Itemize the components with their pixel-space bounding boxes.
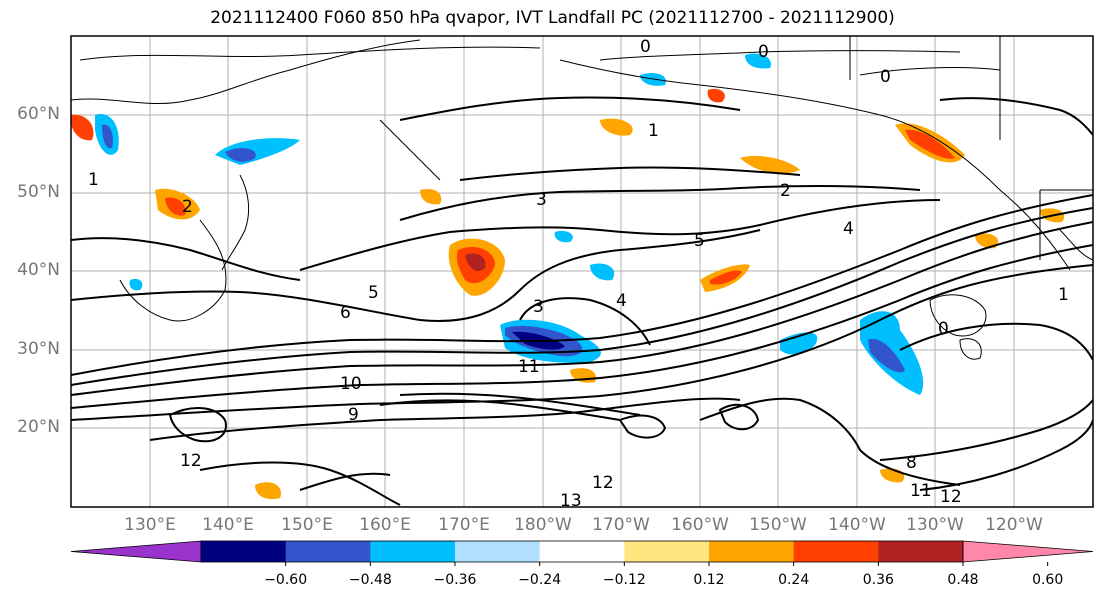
lon-label: 180°W xyxy=(514,515,572,535)
lat-label: 50°N xyxy=(17,182,60,202)
map-content: 0 0 0 1 1 2 2 3 3 4 4 5 5 6 8 9 10 11 11… xyxy=(71,36,1093,511)
contour-label: 3 xyxy=(536,190,547,210)
thin-contours xyxy=(79,46,1001,360)
lon-label: 130°E xyxy=(124,515,176,535)
map-title: 2021112400 F060 850 hPa qvapor, IVT Land… xyxy=(210,8,895,28)
colorbar-segment xyxy=(793,541,879,562)
contour-label: 4 xyxy=(616,291,627,311)
colorbar-tick-label: 0.48 xyxy=(947,572,979,588)
contour-label: 8 xyxy=(906,453,917,473)
colorbar-extend-max xyxy=(962,540,1094,563)
contour-label: 13 xyxy=(560,491,582,511)
contour-label: 12 xyxy=(180,451,202,471)
contour-label: 6 xyxy=(340,303,351,323)
colorbar-tick-label: −0.12 xyxy=(602,572,646,588)
lon-label: 160°W xyxy=(671,515,729,535)
contour-label: 0 xyxy=(880,67,891,87)
lon-label: 140°W xyxy=(828,515,886,535)
lon-label: 170°W xyxy=(592,515,650,535)
colorbar-segment xyxy=(624,541,710,562)
lon-label: 150°W xyxy=(749,515,807,535)
colorbar-tick-label: 0.24 xyxy=(778,572,810,588)
colorbar-tick-label: −0.48 xyxy=(348,572,392,588)
contour-label: 5 xyxy=(694,231,705,251)
ivt-contours xyxy=(71,96,1093,506)
colorbar-segment xyxy=(878,541,964,562)
colorbar-tick-label: 0.36 xyxy=(862,572,894,588)
colorbar-tick-label: 0.60 xyxy=(1032,572,1064,588)
contour-label: 0 xyxy=(758,42,769,62)
colorbar-segment xyxy=(370,541,456,562)
colorbar-tick-label: −0.36 xyxy=(433,572,477,588)
lon-label: 120°W xyxy=(985,515,1043,535)
lon-label: 160°E xyxy=(359,515,411,535)
coastlines xyxy=(71,36,1093,322)
contour-label: 3 xyxy=(533,297,544,317)
contour-label: 12 xyxy=(592,473,614,493)
lon-label: 130°W xyxy=(906,515,964,535)
lon-label: 170°E xyxy=(438,515,490,535)
contour-label: 2 xyxy=(780,181,791,201)
contour-label: 11 xyxy=(518,357,540,377)
colorbar-tick-label: −0.60 xyxy=(264,572,308,588)
contour-label: 1 xyxy=(88,170,99,190)
colorbar-segment xyxy=(539,541,625,562)
lon-label: 150°E xyxy=(281,515,333,535)
contour-label: 0 xyxy=(640,37,651,57)
contour-label: 9 xyxy=(348,405,359,425)
contour-label: 1 xyxy=(648,121,659,141)
map-frame xyxy=(70,35,1094,508)
contour-label: 12 xyxy=(940,487,962,507)
contour-label: 1 xyxy=(1058,285,1069,305)
colorbar-extend-min xyxy=(70,540,202,563)
lat-label: 20°N xyxy=(17,417,60,437)
graticule xyxy=(71,36,1093,507)
lat-label: 40°N xyxy=(17,260,60,280)
contour-label: 2 xyxy=(182,197,193,217)
colorbar xyxy=(70,540,1094,566)
contour-label: 11 xyxy=(910,481,932,501)
contour-label: 0 xyxy=(938,319,949,339)
contour-label: 10 xyxy=(340,374,362,394)
colorbar-segment xyxy=(709,541,795,562)
colorbar-segment xyxy=(285,541,371,562)
lon-label: 140°E xyxy=(202,515,254,535)
lat-label: 60°N xyxy=(17,104,60,124)
colorbar-tick-label: −0.24 xyxy=(518,572,562,588)
colorbar-segment xyxy=(201,541,287,562)
colorbar-tick-label: 0.12 xyxy=(693,572,725,588)
colorbar-outline xyxy=(200,540,964,563)
contour-label: 5 xyxy=(368,283,379,303)
contour-label: 4 xyxy=(843,219,854,239)
colorbar-segment xyxy=(455,541,541,562)
lat-label: 30°N xyxy=(17,339,60,359)
contour-labels: 0 0 0 1 1 2 2 3 3 4 4 5 5 6 8 9 10 11 11… xyxy=(88,37,1069,511)
